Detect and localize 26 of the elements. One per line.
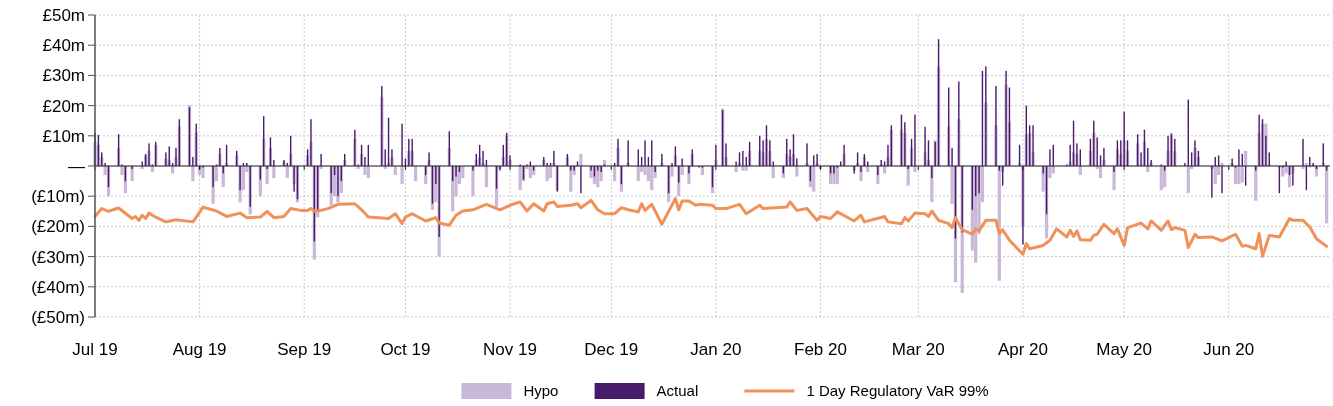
x-tick-label: Sep 19: [277, 340, 332, 359]
x-tick-label: Mar 20: [891, 340, 945, 359]
x-tick-label: Jul 19: [72, 340, 118, 359]
x-tick-label: Jan 20: [690, 340, 742, 359]
legend-label: Hypo: [523, 382, 559, 399]
y-tick-label: £40m: [42, 36, 85, 56]
y-tick-label: £50m: [42, 5, 85, 25]
x-tick-label: Oct 19: [380, 340, 431, 359]
legend-label: 1 Day Regulatory VaR 99%: [806, 382, 989, 399]
y-tick-label: (£10m): [31, 187, 85, 207]
x-tick-label: Jun 20: [1203, 340, 1255, 359]
y-tick-label: £30m: [42, 66, 85, 86]
x-tick-label: Aug 19: [172, 340, 227, 359]
x-tick-label: May 20: [1096, 340, 1153, 359]
x-tick-label: Feb 20: [794, 340, 847, 359]
x-tick-label: Dec 19: [584, 340, 639, 359]
y-tick-label: (£50m): [31, 307, 85, 327]
y-tick-label: £20m: [42, 96, 85, 116]
legend-label: Actual: [656, 382, 699, 399]
y-tick-label: (£20m): [31, 217, 85, 237]
x-tick-label: Apr 20: [997, 340, 1048, 359]
y-tick-label: —: [68, 156, 85, 176]
y-tick-label: (£30m): [31, 247, 85, 267]
y-tick-label: £10m: [42, 126, 85, 146]
y-tick-label: (£40m): [31, 277, 85, 297]
x-tick-label: Nov 19: [483, 340, 537, 359]
